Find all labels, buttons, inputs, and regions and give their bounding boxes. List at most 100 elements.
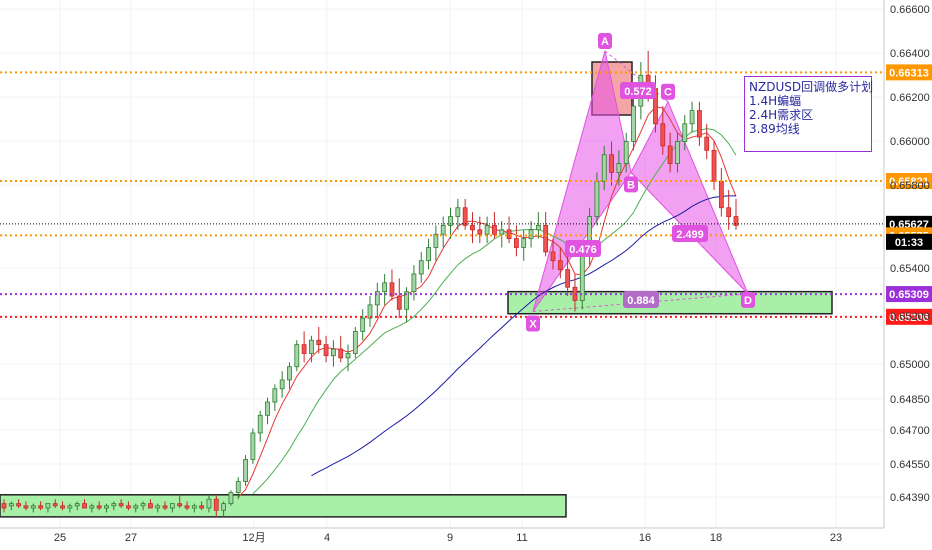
candle-body	[499, 229, 505, 235]
candle-body	[477, 229, 483, 235]
pattern-point-tag	[741, 291, 755, 308]
plan-note: NZDUSD回调做多计划 1.4H蝙蝠 2.4H需求区 3.89均线	[744, 76, 874, 152]
candle-body	[206, 498, 212, 509]
candle-body	[433, 233, 439, 248]
y-tick-label: 0.65800	[890, 180, 930, 192]
plan-note-item: 3.89均线	[749, 122, 800, 136]
candle-body	[67, 505, 73, 509]
candle-body	[675, 141, 680, 164]
candle-body	[8, 503, 14, 507]
ratio-label: 0.884	[627, 295, 655, 307]
candle-body	[697, 110, 702, 138]
candle-body	[38, 505, 43, 509]
candle-body	[374, 291, 380, 306]
x-tick-label: 9	[447, 532, 453, 544]
candle-body	[631, 105, 636, 142]
candle-body	[147, 503, 153, 509]
price-line-tag	[886, 286, 932, 303]
candle-body	[243, 459, 248, 482]
candle-body	[111, 503, 117, 507]
candle-body	[30, 505, 36, 509]
candle-body	[360, 317, 366, 332]
candle-body	[169, 503, 175, 509]
plan-note-item: 2.4H需求区	[749, 108, 814, 122]
y-tick-label: 0.64700	[890, 425, 930, 437]
candle-body	[126, 505, 131, 509]
price-line-tag	[886, 64, 932, 81]
candle-body	[689, 110, 695, 125]
candle-body	[177, 503, 183, 507]
candle-body	[279, 379, 285, 390]
y-tick-label: 0.66200	[890, 92, 930, 104]
candle-body	[470, 224, 475, 231]
candle-body	[521, 238, 527, 248]
candle-body	[184, 505, 190, 509]
pattern-point-tag	[526, 315, 540, 332]
candle-body	[682, 123, 688, 142]
price-line-tag	[886, 308, 932, 325]
price-line-tag-text: 0.65309	[889, 289, 929, 301]
candle-body	[213, 498, 219, 511]
y-tick-label: 0.65200	[890, 311, 930, 323]
x-tick-label: 18	[710, 532, 722, 544]
plan-note-title: NZDUSD回调做多计划	[749, 80, 874, 94]
candle-body	[345, 353, 351, 359]
candle-body	[535, 224, 541, 231]
candle-body	[667, 145, 673, 164]
candle-body	[74, 503, 80, 507]
ratio-tag	[620, 82, 656, 99]
y-tick-label: 0.65000	[890, 359, 930, 371]
x-tick-label: 23	[830, 532, 842, 544]
y-tick-label: 0.66000	[890, 136, 930, 148]
ma-line-blue	[311, 195, 736, 477]
candle-body	[235, 481, 241, 493]
ratio-tag	[565, 240, 601, 257]
price-line-tag-text: 0.65821	[889, 176, 929, 188]
candle-body	[550, 251, 556, 262]
candle-body	[594, 180, 600, 217]
candle-body	[426, 247, 431, 262]
candle-body	[104, 505, 109, 509]
candle-body	[89, 505, 95, 509]
candle-body	[396, 295, 402, 310]
candle-body	[404, 291, 410, 310]
candle-body	[609, 154, 614, 173]
candle-body	[221, 503, 227, 511]
candle-body	[565, 269, 571, 288]
x-tick-label: 12月	[242, 532, 265, 544]
candle-body	[543, 224, 549, 253]
candle-body	[389, 282, 395, 297]
zone-old-demand	[0, 494, 567, 518]
candle-body	[82, 503, 87, 509]
x-tick-label: 4	[324, 532, 330, 544]
candle-body	[726, 207, 732, 217]
candle-body	[323, 344, 329, 357]
candle-body	[162, 505, 168, 509]
pattern-point-label: X	[529, 319, 537, 331]
ratio-tag	[623, 291, 659, 308]
candle-body	[718, 180, 724, 209]
x-tick-label: 25	[54, 532, 66, 544]
candle-body	[1, 503, 7, 509]
ratio-label: 0.476	[569, 244, 597, 256]
x-tick-label: 11	[516, 532, 527, 544]
pattern-point-label: B	[627, 179, 635, 191]
candle-body	[301, 344, 307, 354]
candle-body	[272, 388, 278, 403]
pattern-point-tag	[661, 83, 675, 100]
candle-body	[557, 260, 563, 270]
candle-body	[199, 505, 205, 509]
candle-body	[45, 503, 51, 509]
y-axis: 0.66600 0.66400 0.66200 0.66000 0.65800 0.654…	[883, 0, 930, 528]
y-tick-label: 0.64390	[890, 492, 930, 504]
x-axis: 25 27 12月 4 9 11 16 18 23	[0, 527, 884, 544]
price-line-tag-text: 0.65206	[889, 312, 929, 324]
candle-body	[352, 330, 358, 354]
x-tick-label: 16	[639, 532, 651, 544]
candle-body	[257, 414, 263, 434]
candle-body	[294, 344, 300, 368]
candle-body	[309, 339, 314, 354]
ratio-tag	[672, 225, 708, 242]
pattern-point-label: C	[664, 87, 672, 99]
candle-body	[418, 260, 424, 275]
